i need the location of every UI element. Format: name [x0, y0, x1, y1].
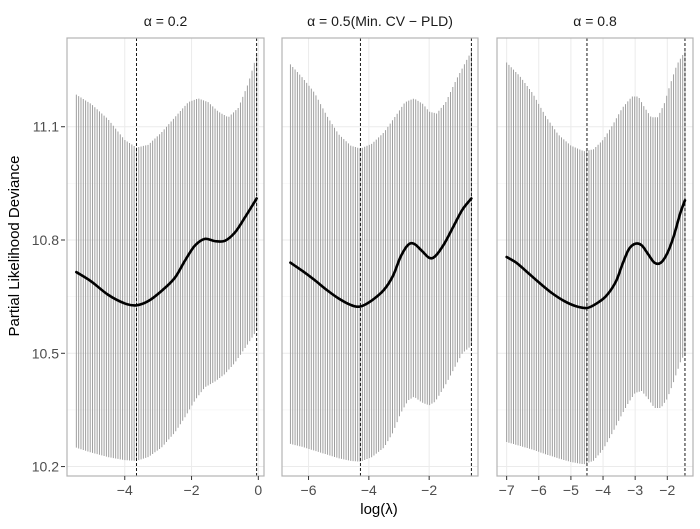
y-tick-label: 11.1	[33, 119, 59, 135]
mean-deviance-curve	[289, 197, 473, 309]
error-bars	[289, 51, 472, 462]
x-tick-label: −2	[421, 482, 437, 498]
panel-border	[496, 37, 694, 477]
panel-border	[281, 37, 479, 477]
x-tick-label: −4	[117, 482, 133, 498]
mean-deviance-curve	[505, 199, 687, 310]
facet-panel-1: α = 0.2 −4 −2 0	[66, 13, 265, 498]
x-tick-label: −7	[499, 482, 515, 498]
panel-title-alpha: α = 0.5	[307, 13, 351, 29]
facet-panel-2: α = 0.5(Min. CV − PLD) −6 −4 −2	[281, 13, 479, 498]
grid	[497, 38, 693, 476]
y-tick-label: 10.2	[32, 459, 59, 475]
x-axis-label: log(λ)	[360, 501, 398, 518]
panel-title-note: (Min. CV − PLD)	[351, 13, 453, 29]
error-bars	[75, 54, 258, 461]
x-tick-label: −4	[595, 482, 611, 498]
x-tick-label: −4	[361, 482, 377, 498]
x-tick-label: −6	[301, 482, 317, 498]
y-axis-label: Partial Likelihood Deviance	[6, 156, 23, 337]
panel-title: α = 0.8	[573, 13, 617, 29]
y-tick-label: 10.5	[32, 345, 59, 361]
x-tick-label: −6	[531, 482, 547, 498]
panel-title-alpha: α = 0.8	[573, 13, 617, 29]
panel-border	[66, 37, 265, 477]
error-bars	[506, 51, 686, 465]
facet-panels: 10.2 10.5 10.8 11.1 α = 0.2 −4 −2 0 α = 0.5(Min.…	[32, 13, 694, 498]
facet-panel-3: α = 0.8 −7 −6 −5 −4 −3 −2	[496, 13, 694, 498]
x-tick-label: −2	[659, 482, 675, 498]
panel-title: α = 0.2	[144, 13, 188, 29]
mean-deviance-curve	[75, 197, 258, 307]
grid	[67, 38, 264, 476]
panel-title-alpha: α = 0.2	[144, 13, 188, 29]
x-tick-label: −3	[627, 482, 643, 498]
x-tick-label: −2	[184, 482, 200, 498]
x-tick-label: −5	[563, 482, 579, 498]
panel-title: α = 0.5(Min. CV − PLD)	[307, 13, 453, 29]
x-tick-label: 0	[254, 482, 262, 498]
y-tick-label: 10.8	[32, 232, 59, 248]
